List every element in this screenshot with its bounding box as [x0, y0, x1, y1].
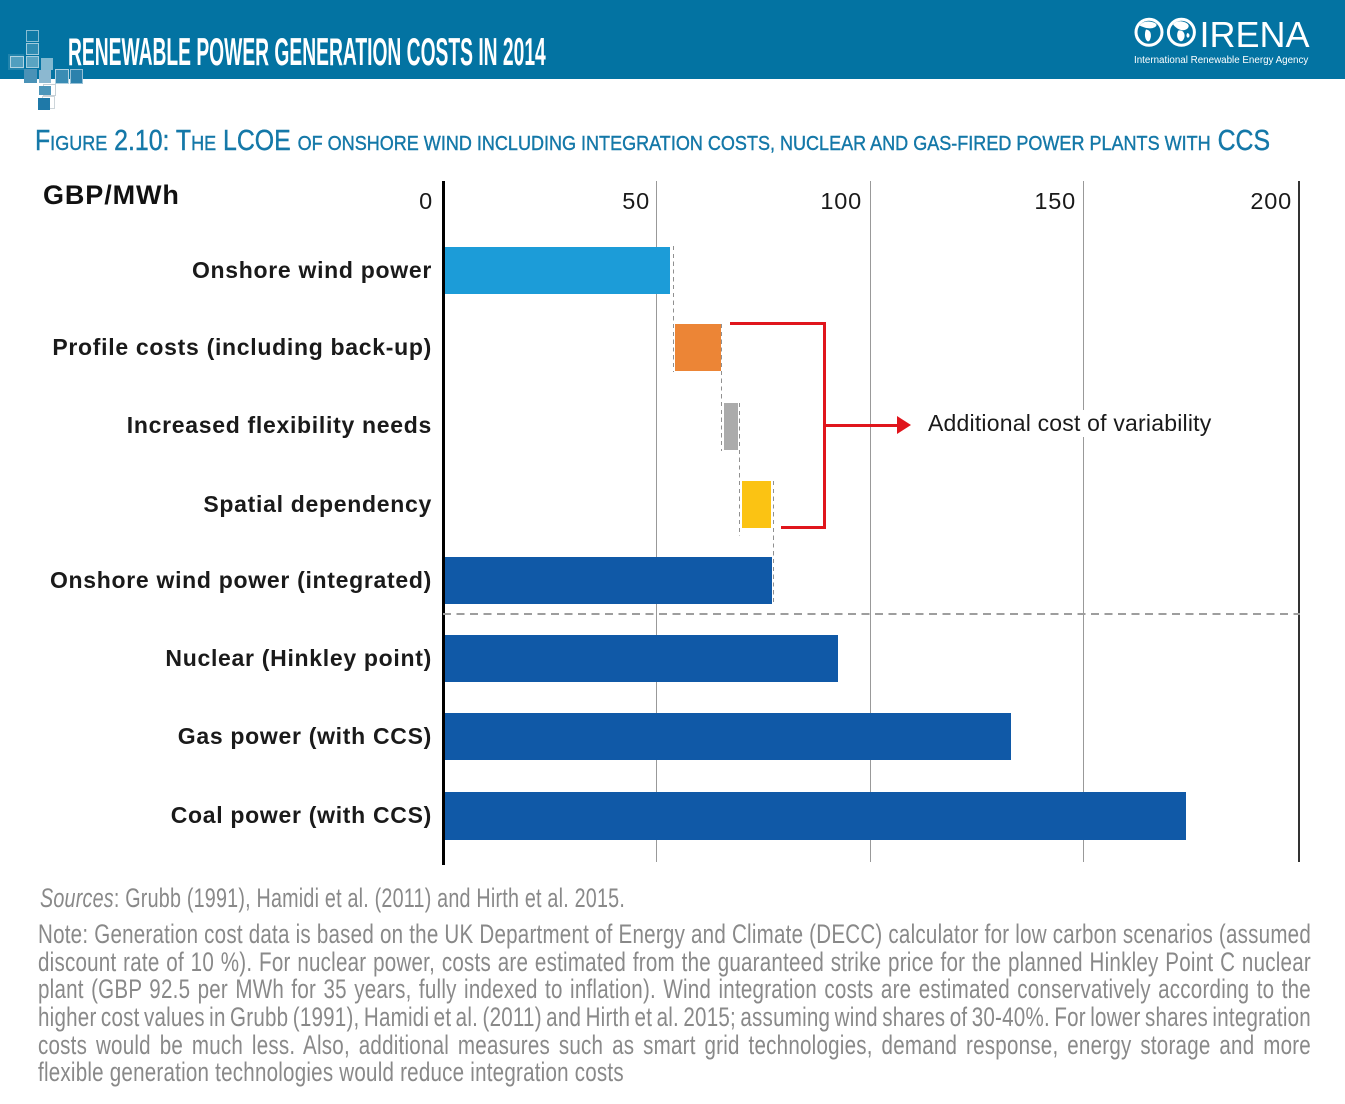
svg-text:IRENA: IRENA	[1200, 14, 1310, 55]
svg-text:International Renewable Energy: International Renewable Energy Agency	[1134, 55, 1308, 66]
